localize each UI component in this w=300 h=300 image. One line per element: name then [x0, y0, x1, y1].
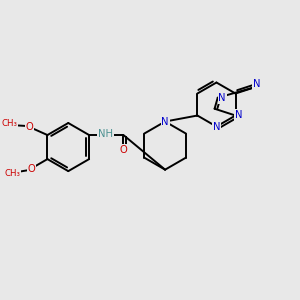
Text: O: O	[26, 122, 33, 132]
Text: N: N	[253, 80, 260, 89]
Text: NH: NH	[98, 129, 113, 140]
Text: N: N	[218, 93, 226, 103]
Text: CH₃: CH₃	[4, 169, 20, 178]
Text: N: N	[213, 122, 220, 132]
Text: CH₃: CH₃	[2, 119, 18, 128]
Text: O: O	[27, 164, 35, 174]
Text: N: N	[161, 116, 169, 127]
Text: O: O	[120, 145, 127, 155]
Text: N: N	[235, 110, 243, 120]
